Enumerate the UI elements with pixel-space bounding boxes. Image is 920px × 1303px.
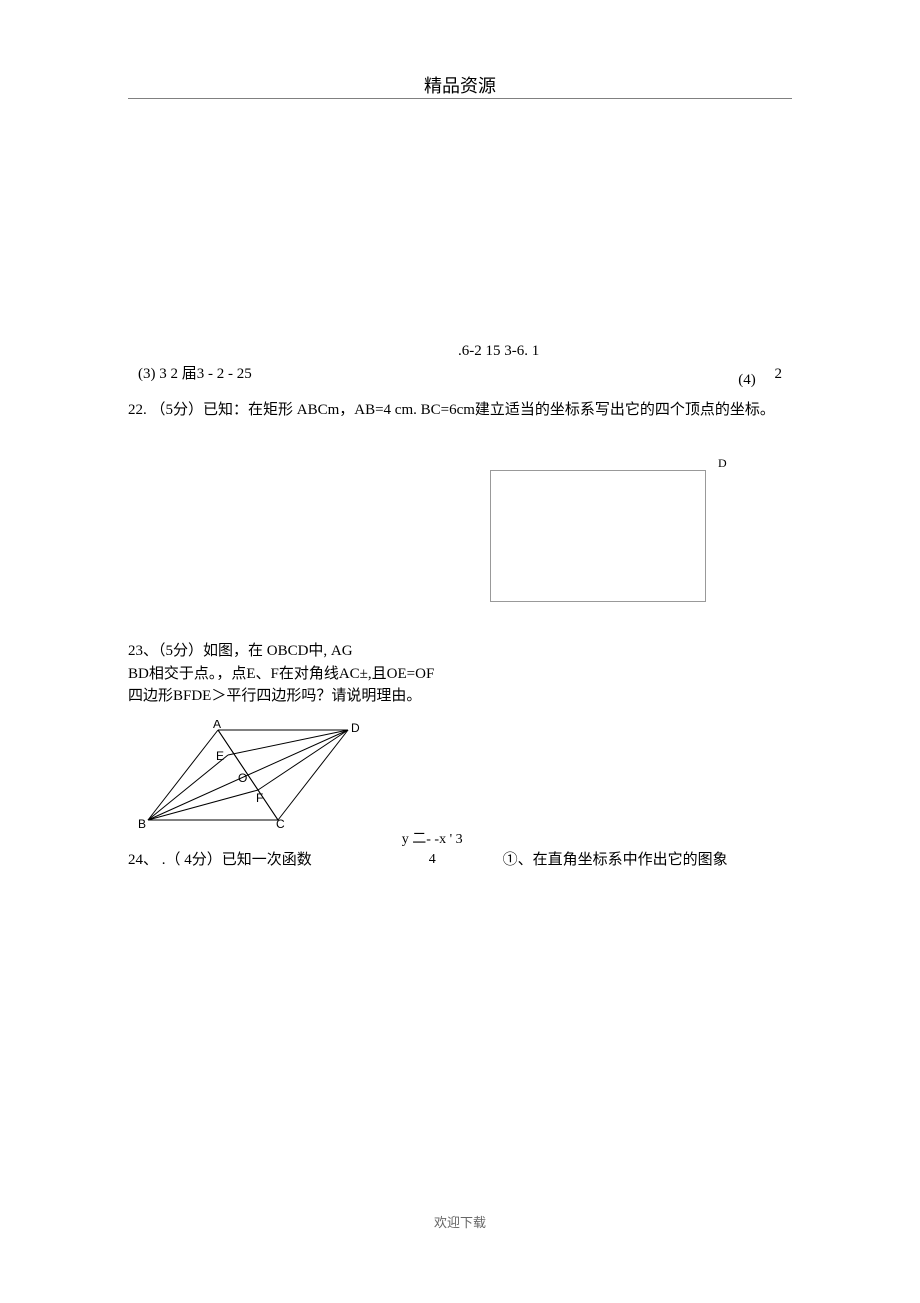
q24-left-text: 24、 .（ 4分）已知一次函数	[128, 850, 312, 871]
question-24: y 二- -x ' 3 24、 .（ 4分）已知一次函数 4 ①、在直角坐标系中…	[128, 830, 792, 871]
question-23: 23、（5分）如图，在 OBCD中, AG BD相交于点。，点E、F在对角线AC…	[128, 640, 628, 708]
page-footer: 欢迎下载	[0, 1212, 920, 1231]
subproblem-3: (3) 3 2 届3 - 2 - 25	[138, 363, 252, 386]
point-f: F	[256, 791, 263, 805]
q23-line2: BD相交于点。，点E、F在对角线AC±,且OE=OF	[128, 663, 628, 686]
q23-line3: 四边形BFDE＞平行四边形吗？请说明理由。	[128, 685, 628, 708]
q24-right-text: ①、在直角坐标系中作出它的图象	[463, 850, 728, 871]
vertex-a: A	[213, 720, 221, 731]
sub4-exp: 2	[775, 366, 783, 382]
vertex-d: D	[351, 721, 360, 735]
page-header-title: 精品资源	[0, 72, 920, 98]
content-block: .6-2 15 3-6. 1 (3) 3 2 届3 - 2 - 25 (4) 2…	[128, 340, 792, 452]
rectangle-vertex-d-label: D	[718, 456, 727, 471]
vertex-b: B	[138, 817, 146, 830]
q24-expr-bot: 4	[312, 850, 463, 871]
q23-line1: 23、（5分）如图，在 OBCD中, AG	[128, 640, 628, 663]
subproblem-4: (4) 2	[738, 363, 782, 392]
question-22: 22. （5分）已知：在矩形 ABCm，AB=4 cm. BC=6cm建立适当的…	[128, 399, 792, 422]
parallelogram-diagram: A B C D E F O	[128, 720, 368, 835]
sub4-label: (4)	[738, 372, 756, 388]
vertex-c: C	[276, 817, 285, 830]
point-o: O	[238, 771, 247, 785]
parallelogram-svg: A B C D E F O	[128, 720, 368, 830]
q24-expr-top: y 二- -x ' 3	[312, 830, 463, 850]
subproblem-row: (3) 3 2 届3 - 2 - 25 (4) 2	[128, 363, 792, 392]
point-e: E	[216, 749, 224, 763]
equation-upper-line: .6-2 15 3-6. 1	[458, 340, 792, 363]
header-divider	[128, 98, 792, 99]
rectangle-abcd-box	[490, 470, 706, 602]
